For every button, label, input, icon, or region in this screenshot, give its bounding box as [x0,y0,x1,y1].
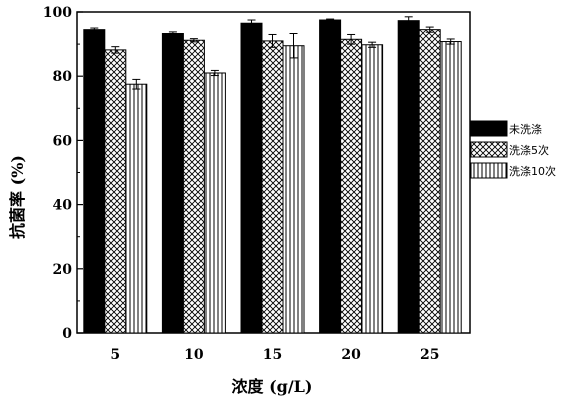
bar [203,72,226,334]
bar [240,22,263,334]
bar [125,83,148,334]
legend-swatch [470,120,508,137]
legend-label: 洗涤5次 [509,143,549,157]
y-tick-label: 60 [53,133,73,149]
bar [261,40,284,334]
bar [104,49,127,334]
legend-label: 未洗涤 [509,122,542,136]
bar [340,38,363,334]
x-tick-label: 5 [110,347,120,363]
y-tick-label: 80 [53,69,73,85]
y-tick-label: 0 [62,326,72,342]
legend-label: 洗涤10次 [509,164,556,178]
x-axis-title: 浓度 (g/L) [232,377,313,396]
bar [439,41,462,334]
y-tick-label: 100 [43,5,72,21]
bar [319,19,342,334]
bar [418,29,441,334]
y-axis-title: 抗菌率 (%) [8,155,27,239]
y-tick-label: 40 [53,198,73,214]
bar [161,33,184,334]
bar [361,44,384,334]
bar [282,45,305,334]
x-tick-label: 25 [420,347,439,363]
x-tick-label: 10 [184,347,204,363]
x-tick-label: 15 [263,347,282,363]
bar [182,39,205,334]
legend-swatch [470,141,508,158]
bar [397,20,420,334]
legend-swatch [470,162,508,179]
x-tick-label: 20 [341,347,361,363]
bar [83,29,106,334]
y-tick-label: 20 [53,262,73,278]
